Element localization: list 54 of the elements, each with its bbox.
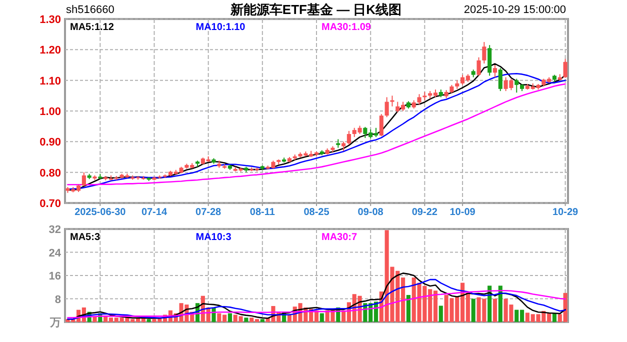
bar xyxy=(438,306,443,322)
y-tick-label: 0.80 xyxy=(40,167,61,180)
x-tick-label: 07-28 xyxy=(196,207,222,218)
candlestick xyxy=(82,172,86,187)
candlestick xyxy=(476,56,481,76)
y-tick-label: 24 xyxy=(48,247,61,260)
x-tick-label: 08-11 xyxy=(250,207,275,218)
candlestick xyxy=(498,68,502,92)
y-tick-label: 0.90 xyxy=(40,136,61,149)
y-tick-label: 1.10 xyxy=(40,75,61,88)
candlestick xyxy=(384,96,389,118)
candlestick xyxy=(342,141,346,152)
x-tick-label: 07-14 xyxy=(141,207,168,218)
bar xyxy=(492,298,498,322)
bar xyxy=(498,286,502,322)
text: MA5:1.12 xyxy=(70,22,114,33)
bar xyxy=(471,298,476,322)
candlestick xyxy=(390,95,394,107)
x-tick-label: 2025-06-30 xyxy=(74,207,126,218)
x-tick-label: 10-29 xyxy=(552,207,578,218)
text: MA10:1.10 xyxy=(196,22,246,33)
text: 2025-10-29 15:00:00 xyxy=(464,4,566,16)
text: MA30:7 xyxy=(322,232,358,243)
y-tick-label: 8 xyxy=(54,294,61,306)
text: sh516660 xyxy=(66,4,114,16)
x-tick-label: 09-08 xyxy=(358,207,384,218)
candlestick xyxy=(514,78,519,94)
y-tick-label: 0.70 xyxy=(40,198,61,210)
bar xyxy=(552,313,557,322)
bar xyxy=(146,319,151,322)
candlestick xyxy=(492,64,498,78)
x-tick-label: 08-25 xyxy=(304,207,330,218)
text: MA5:3 xyxy=(70,232,100,243)
y-tick-label: 1.20 xyxy=(40,44,61,57)
bar xyxy=(260,319,264,322)
candlestick xyxy=(482,42,486,64)
candlestick xyxy=(417,94,422,106)
text: MA30:1.09 xyxy=(322,22,372,33)
y-tick-label: 32 xyxy=(48,224,61,236)
x-tick-label: 10-09 xyxy=(450,207,476,218)
candlestick xyxy=(346,130,351,146)
y-tick-label: 16 xyxy=(48,270,61,282)
y-tick-label: 万 xyxy=(50,317,61,329)
y-tick-label: 1.00 xyxy=(40,106,61,118)
candlestick xyxy=(563,58,568,78)
bar xyxy=(228,313,232,322)
bar xyxy=(244,318,248,322)
y-tick-label: 1.30 xyxy=(40,14,61,26)
bar xyxy=(406,294,410,322)
candlestick xyxy=(379,114,384,137)
bar xyxy=(320,313,324,322)
text: MA10:3 xyxy=(196,232,232,243)
x-tick-label: 09-22 xyxy=(412,207,438,218)
chart-title: 新能源车ETF基金 — 日K线图 xyxy=(229,2,402,17)
